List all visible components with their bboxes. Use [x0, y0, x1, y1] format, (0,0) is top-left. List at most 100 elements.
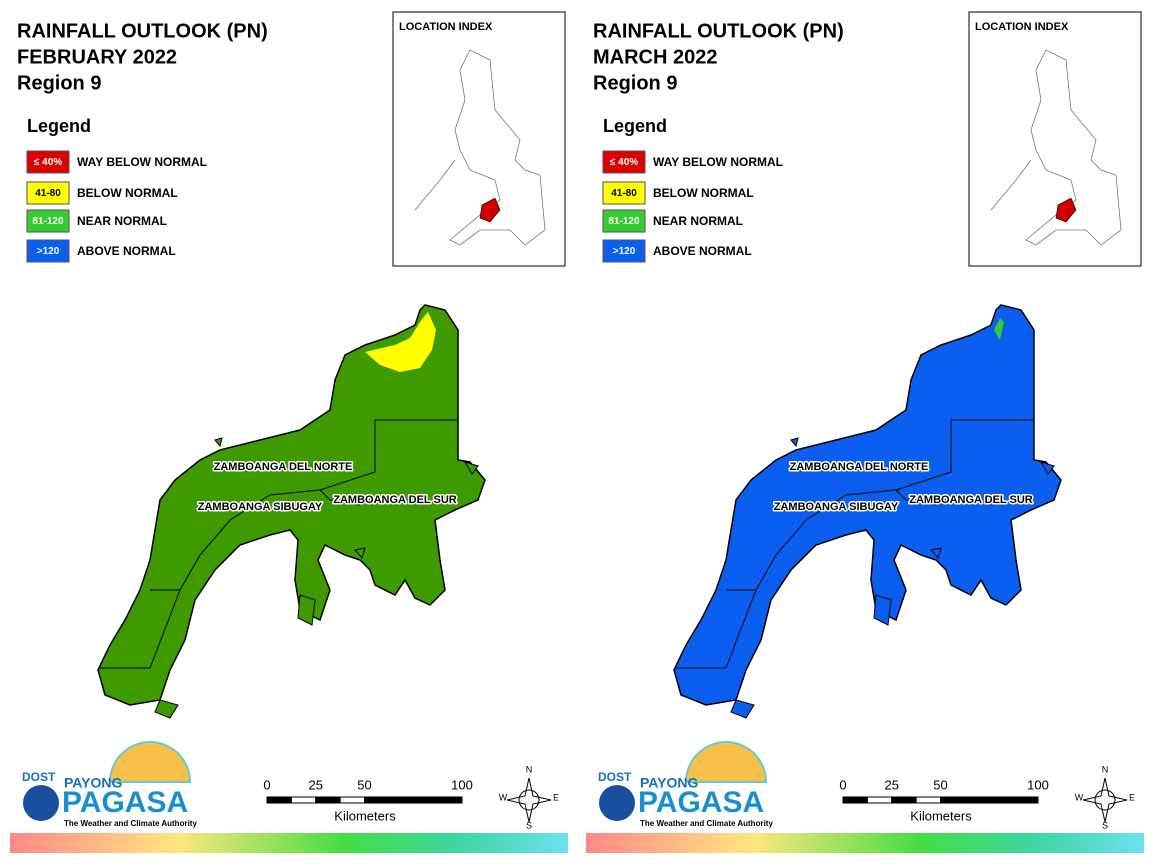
logo-tagline: The Weather and Climate Authority: [64, 819, 197, 828]
legend-swatch: [26, 150, 70, 174]
logo-seal: [23, 785, 59, 821]
legend-label: ABOVE NORMAL: [77, 244, 176, 258]
legend-swatch-label: ≤ 40%: [610, 157, 638, 168]
compass-ring: [1094, 789, 1116, 811]
panel: RAINFALL OUTLOOK (PN) MARCH 2022 Region 9 L…: [586, 11, 1144, 853]
logo-brand: PAGASA: [638, 786, 764, 819]
inset-highlight: [1055, 197, 1077, 223]
inset-land: [414, 159, 456, 211]
legend-label: BELOW NORMAL: [653, 186, 754, 200]
title: RAINFALL OUTLOOK (PN): [17, 20, 268, 42]
region-map: [673, 304, 1062, 706]
period: FEBRUARY 2022: [17, 46, 177, 68]
island: [214, 437, 223, 448]
scale-unit: Kilometers: [334, 808, 396, 823]
legend-label: BELOW NORMAL: [77, 186, 178, 200]
scale-segment: [339, 796, 365, 804]
island: [463, 461, 479, 475]
province-boundary: [726, 489, 897, 591]
scale-tick: 25: [885, 777, 899, 792]
inset-land: [449, 49, 546, 246]
legend-swatch: [26, 239, 70, 263]
logo-umbrella: [684, 741, 768, 783]
scale-tick: 100: [1027, 777, 1049, 792]
province-label: ZAMBOANGA DEL SUR: [909, 494, 1033, 506]
province-boundary: [150, 489, 321, 591]
inset-title: LOCATION INDEX: [975, 21, 1069, 33]
province-label: ZAMBOANGA DEL NORTE: [214, 461, 353, 473]
island: [154, 699, 179, 719]
inset-title: LOCATION INDEX: [399, 21, 493, 33]
legend-swatch: [602, 150, 646, 174]
scale-segment: [266, 796, 292, 804]
scale-segment: [866, 796, 893, 804]
legend-swatch-label: 41-80: [35, 188, 61, 199]
region-map: [97, 304, 486, 706]
color-strip: [10, 833, 568, 853]
region: Region 9: [593, 72, 677, 94]
legend-label: WAY BELOW NORMAL: [77, 155, 207, 169]
scale-tick: 25: [309, 777, 323, 792]
period: MARCH 2022: [593, 46, 717, 68]
province-label: ZAMBOANGA DEL SUR: [333, 494, 457, 506]
island: [1039, 461, 1055, 475]
legend-swatch: [602, 209, 646, 233]
province-boundary: [676, 589, 757, 669]
legend-swatch: [602, 181, 646, 205]
compass-letter: S: [1102, 820, 1108, 830]
island: [930, 547, 942, 560]
logo-agency: DOST: [598, 770, 632, 784]
scale-tick: 0: [263, 777, 270, 792]
island: [297, 594, 316, 626]
legend-swatch: [26, 209, 70, 233]
compass-letter: S: [526, 820, 532, 830]
legend-label: NEAR NORMAL: [653, 214, 743, 228]
legend-swatch: [26, 181, 70, 205]
compass-letter: W: [499, 792, 508, 802]
compass-ring: [518, 789, 540, 811]
legend-swatch: [602, 239, 646, 263]
legend-swatch-label: >120: [37, 246, 60, 257]
inset-land: [1025, 49, 1122, 246]
scale-tick: 50: [357, 777, 371, 792]
island: [873, 594, 892, 626]
outlook-patch: [365, 312, 436, 372]
scale-segment: [915, 796, 941, 804]
scale-unit: Kilometers: [910, 808, 972, 823]
legend-label: NEAR NORMAL: [77, 214, 167, 228]
compass-letter: N: [1102, 764, 1109, 774]
color-strip: [586, 833, 1144, 853]
inset-highlight: [479, 197, 501, 223]
legend-swatch-label: 81-120: [32, 216, 64, 227]
province-boundary: [100, 589, 181, 669]
scale-tick: 0: [839, 777, 846, 792]
scale-tick: 100: [451, 777, 473, 792]
scale-segment: [940, 796, 1039, 804]
logo-brand: PAGASA: [62, 786, 188, 819]
compass-rose: [506, 777, 552, 823]
logo-umbrella: [108, 741, 192, 783]
legend-title: Legend: [27, 116, 91, 136]
island: [354, 547, 366, 560]
scale-segment: [891, 796, 917, 804]
panel: RAINFALL OUTLOOK (PN) FEBRUARY 2022 Region…: [10, 11, 568, 853]
scale-segment: [290, 796, 317, 804]
scale-segment: [315, 796, 341, 804]
legend-swatch-label: 41-80: [611, 188, 637, 199]
inset-land: [990, 159, 1032, 211]
logo-seal: [599, 785, 635, 821]
compass-letter: E: [553, 792, 559, 802]
region: Region 9: [17, 72, 101, 94]
island: [790, 437, 799, 448]
province-label: ZAMBOANGA SIBUGAY: [198, 501, 323, 513]
logo-tagline: The Weather and Climate Authority: [640, 819, 773, 828]
logo-brand-top: PAYONG: [640, 775, 698, 791]
legend-swatch-label: ≤ 40%: [34, 157, 62, 168]
legend-label: WAY BELOW NORMAL: [653, 155, 783, 169]
legend-swatch-label: >120: [613, 246, 636, 257]
scale-segment: [364, 796, 463, 804]
scale-segment: [842, 796, 868, 804]
compass-letter: E: [1129, 792, 1135, 802]
title: RAINFALL OUTLOOK (PN): [593, 20, 844, 42]
